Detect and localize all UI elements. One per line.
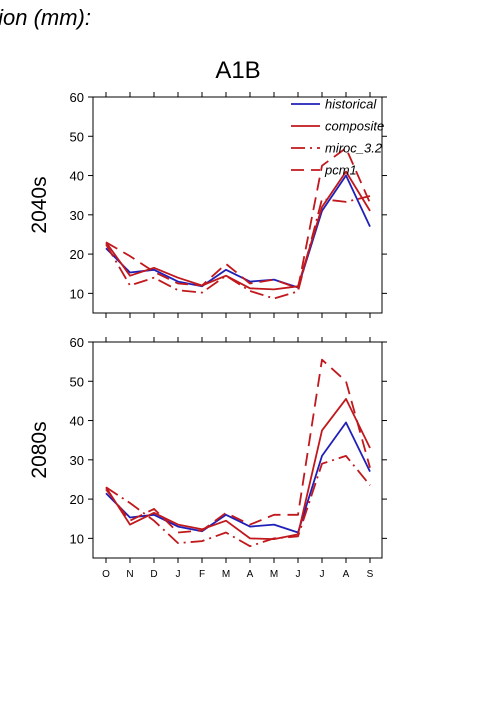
series-line-composite-2080s — [105, 397, 371, 540]
series-line-composite-2040s — [105, 170, 371, 291]
y-tick-label: 40 — [70, 169, 84, 184]
legend-label-historical: historical — [325, 97, 377, 112]
series-line-pcm1-2080s — [105, 358, 371, 534]
legend-label-pcm1: pcm1 — [324, 163, 357, 178]
y-tick-label: 20 — [70, 247, 84, 262]
series-line-miroc-3-2-2040s — [105, 195, 371, 300]
series-line-miroc-3-2-2080s — [105, 454, 371, 548]
legend-label-composite: composite — [325, 119, 384, 134]
month-label: N — [126, 569, 133, 580]
y-tick-label: 60 — [70, 335, 84, 350]
y-tick-label: 50 — [70, 374, 84, 389]
month-label: M — [222, 569, 230, 580]
y-tick-label: 40 — [70, 414, 84, 429]
month-label: D — [150, 569, 157, 580]
month-label: A — [247, 569, 254, 580]
y-tick-label: 20 — [70, 492, 84, 507]
month-label: J — [296, 569, 301, 580]
scenario-title: A1B — [215, 57, 261, 84]
month-label: J — [320, 569, 325, 580]
y-tick-label: 10 — [70, 531, 84, 546]
y-tick-label: 30 — [70, 208, 84, 223]
y-tick-label: 60 — [70, 90, 84, 105]
plot-frame-2040s — [92, 96, 383, 314]
month-label: O — [102, 569, 110, 580]
y-tick-label: 10 — [70, 286, 84, 301]
legend-label-miroc-3-2: miroc_3.2 — [325, 141, 383, 156]
page-title: tion (mm): — [0, 5, 91, 30]
panel-label-2080s: 2080s — [28, 421, 51, 478]
plot-frame-2080s — [92, 341, 383, 559]
month-label: M — [270, 569, 278, 580]
month-label: S — [367, 569, 374, 580]
series-line-pcm1-2040s — [105, 147, 371, 290]
month-label: J — [176, 569, 181, 580]
month-label: F — [199, 569, 205, 580]
y-tick-label: 30 — [70, 453, 84, 468]
month-label: A — [343, 569, 350, 580]
y-tick-label: 50 — [70, 129, 84, 144]
panel-label-2040s: 2040s — [28, 176, 51, 233]
